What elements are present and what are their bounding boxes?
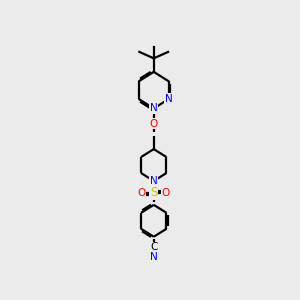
Text: O: O xyxy=(138,188,146,198)
Text: S: S xyxy=(150,186,158,200)
Text: N: N xyxy=(150,103,158,113)
Text: N: N xyxy=(150,252,158,262)
Text: O: O xyxy=(162,188,170,198)
Text: C: C xyxy=(150,242,158,252)
Text: N: N xyxy=(150,176,158,186)
Text: O: O xyxy=(150,118,158,129)
Text: N: N xyxy=(165,94,173,104)
